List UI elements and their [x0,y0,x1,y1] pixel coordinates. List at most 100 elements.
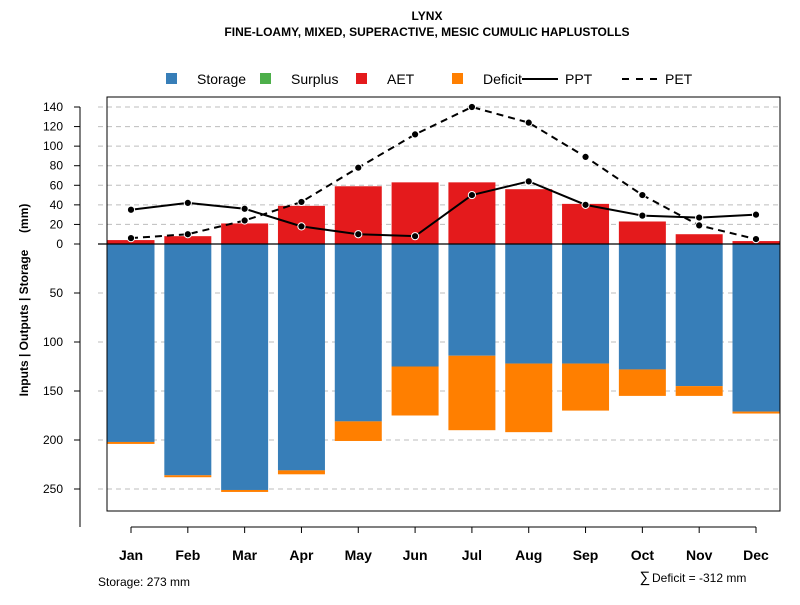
deficit-bar [391,366,439,416]
storage-bar [164,244,212,476]
ppt-point [751,210,761,219]
deficit-bar [675,386,723,396]
y-tick-label: 100 [43,335,63,349]
deficit-total-note: Deficit = -312 mm [652,571,746,585]
deficit-bar [505,363,553,433]
storage-bar [732,244,780,412]
aet-bar [164,236,212,244]
x-tick-label: Jun [403,547,428,563]
x-tick-label: Aug [515,547,542,563]
storage-bar [391,244,439,367]
deficit-bar [562,363,610,411]
y-tick-label: 60 [50,178,64,192]
storage-bar [277,244,325,471]
storage-bar [675,244,723,387]
storage-bar [334,244,382,422]
y-tick-label: 120 [43,120,63,134]
ppt-point [695,213,704,222]
storage-bar [505,244,553,364]
surplus-legend-swatch [260,73,271,84]
pet-point [581,152,590,162]
x-tick-label: Mar [232,547,257,563]
sum-icon: ∑ [640,569,651,586]
chart-subtitle: FINE-LOAMY, MIXED, SUPERACTIVE, MESIC CU… [224,25,629,39]
lines [126,102,761,244]
surplus-legend-label: Surplus [291,71,338,87]
ppt-point [410,232,420,241]
deficit-legend-label: Deficit [483,71,522,87]
x-tick-label: Feb [175,547,200,563]
pet-point [410,130,420,139]
plot-box [106,96,781,512]
aet-bar [618,221,666,244]
y-tick-label: 80 [50,159,64,173]
ppt-point [638,211,647,220]
pet-point [354,163,363,172]
ppt-point [524,177,533,186]
storage-legend-swatch [166,73,177,84]
pet-point [297,197,306,207]
ppt-point [467,190,477,200]
ppt-legend-label: PPT [565,71,593,87]
storage-total-note: Storage: 273 mm [98,575,190,589]
x-tick-label: Nov [686,547,713,563]
y-tick-label: 40 [50,198,64,212]
aet-legend-swatch [356,73,367,84]
deficit-bar [277,470,325,475]
ppt-point [581,200,590,209]
y-axis-label: Inputs | Outputs | Storage (mm) [17,204,31,397]
gridlines [98,106,780,490]
pet-point [240,216,249,225]
ppt-point [183,198,192,207]
storage-legend-label: Storage [197,71,246,87]
pet-point [524,118,533,127]
y-tick-label: 0 [56,237,63,251]
x-tick-label: Jan [119,547,143,563]
axes: 0 20 40 60 80 100 120 140 50 100 150 200 250 Jan Feb Ma… [43,96,781,563]
y-tick-label: 100 [43,139,63,153]
deficit-bar [334,421,382,441]
deficit-bar [732,411,780,414]
ppt-point [240,204,249,213]
deficit-legend-swatch [452,73,463,84]
x-tick-label: May [345,547,372,563]
ppt-point [354,230,363,239]
x-tick-label: Oct [631,547,655,563]
pet-point [126,234,136,243]
deficit-bar [618,369,666,396]
storage-bar [618,244,666,370]
y-tick-label: 150 [43,384,63,398]
ppt-point [297,222,306,231]
deficit-bar [107,441,155,444]
bars [107,182,780,492]
x-tick-label: Jul [462,547,482,563]
pet-point [638,190,647,200]
storage-bar [562,244,610,364]
aet-bar [221,223,269,244]
ppt-line [130,180,757,238]
aet-legend-label: AET [387,71,415,87]
x-tick-label: Dec [743,547,769,563]
pet-line [130,105,757,241]
deficit-bar [164,475,212,478]
y-tick-label: 50 [50,286,64,300]
ppt-point [126,205,136,214]
y-tick-label: 200 [43,433,63,447]
storage-bar [221,244,269,490]
deficit-bar [448,355,496,431]
deficit-bar [221,489,269,492]
x-tick-label: Apr [289,547,314,563]
chart-title: LYNX [412,9,443,23]
storage-bar [448,244,496,356]
y-tick-label: 250 [43,482,63,496]
y-tick-label: 140 [43,100,63,114]
y-tick-label: 20 [50,217,64,231]
aet-bar [505,189,553,244]
legend: Storage Surplus AET Deficit PPT PET [166,71,693,87]
x-tick-label: Sep [573,547,599,563]
pet-point [183,230,192,239]
pet-point [751,235,761,244]
pet-point [467,102,477,112]
aet-bar [562,203,610,244]
